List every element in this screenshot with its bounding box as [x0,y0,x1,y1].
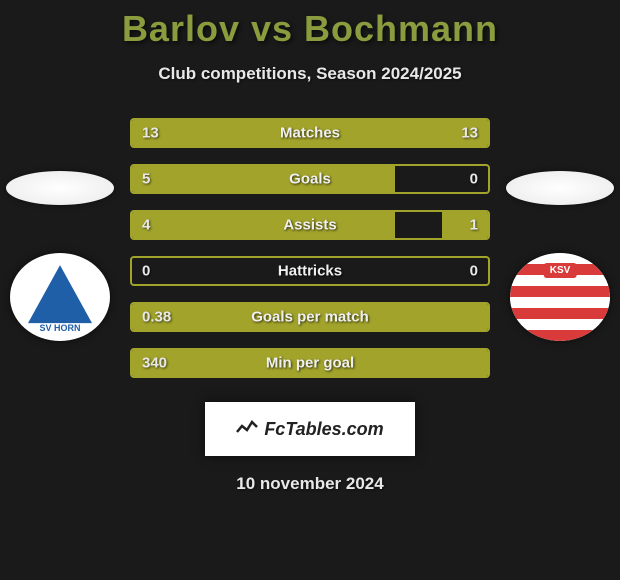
left-avatar-placeholder [6,171,114,205]
stat-bar-left [132,212,395,238]
branding-box[interactable]: FcTables.com [205,402,415,456]
stat-label: Hattricks [278,263,342,280]
main-panel: SV HORN 13 13 Matches 5 0 Goals 4 1 Assists 0 0 Hat… [0,118,620,394]
chart-icon [236,418,258,441]
stat-label: Min per goal [266,355,354,372]
stat-value-left: 13 [132,125,159,142]
page-title: Barlov vs Bochmann [0,8,620,50]
stat-bar-left [132,166,395,192]
infographic-root: Barlov vs Bochmann Club competitions, Se… [0,0,620,494]
stats-column: 13 13 Matches 5 0 Goals 4 1 Assists 0 0 Hattricks 0.… [130,118,490,394]
stat-row: 0.38 Goals per match [130,302,490,332]
stat-value-left: 340 [132,355,167,372]
stat-value-right: 13 [461,125,488,142]
stat-row: 340 Min per goal [130,348,490,378]
stat-row: 5 0 Goals [130,164,490,194]
stat-row: 4 1 Assists [130,210,490,240]
stat-row: 13 13 Matches [130,118,490,148]
stat-value-left: 4 [132,217,150,234]
stat-label: Goals [289,171,331,188]
stat-label: Assists [283,217,336,234]
stat-value-right: 1 [470,217,488,234]
stat-value-right: 0 [470,171,488,188]
stat-label: Goals per match [251,309,369,326]
footer-date: 10 november 2024 [0,474,620,494]
right-badge-label: KSV [544,263,577,278]
stat-row: 0 0 Hattricks [130,256,490,286]
stat-label: Matches [280,125,340,142]
left-club-badge: SV HORN [10,253,110,341]
horn-triangle-icon [28,265,92,323]
stat-value-left: 0 [132,263,150,280]
branding-text: FcTables.com [264,419,383,440]
stat-value-left: 0.38 [132,309,171,326]
right-club-badge: KSV [510,253,610,341]
stat-value-right: 0 [470,263,488,280]
left-player-column: SV HORN [0,171,120,341]
stat-value-left: 5 [132,171,150,188]
right-avatar-placeholder [506,171,614,205]
page-subtitle: Club competitions, Season 2024/2025 [0,64,620,84]
left-badge-label: SV HORN [39,323,80,333]
right-player-column: KSV [500,171,620,341]
stat-bar-gap [395,212,441,238]
